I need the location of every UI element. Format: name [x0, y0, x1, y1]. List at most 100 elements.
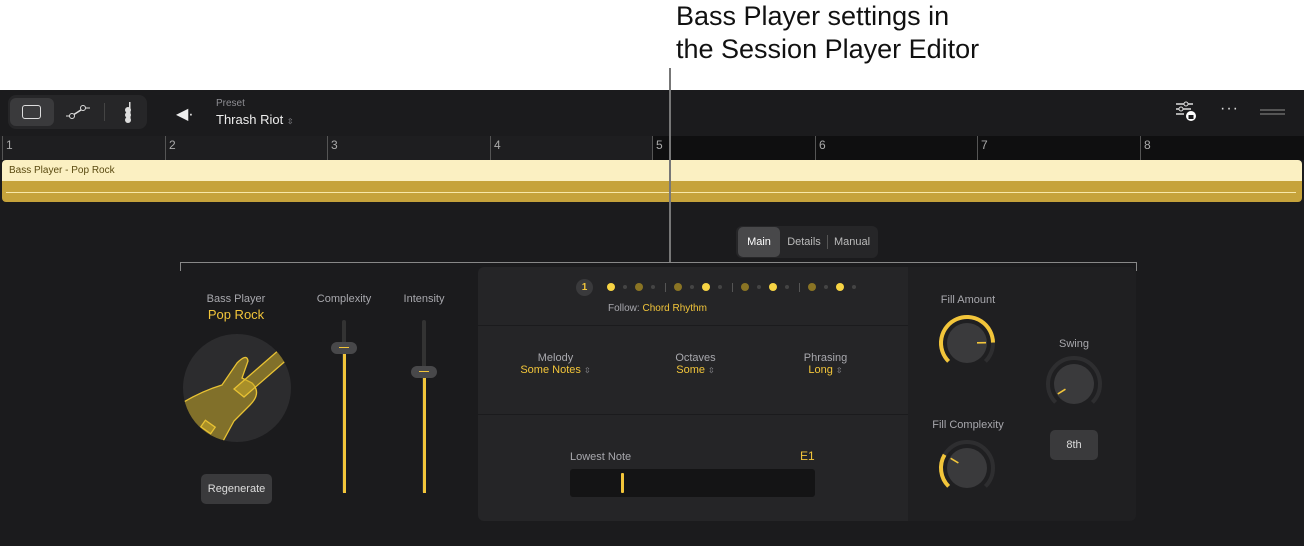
view-mode-segmented-control: [8, 95, 147, 129]
knob-track: [1046, 356, 1102, 404]
regenerate-button[interactable]: Regenerate: [201, 474, 272, 504]
fill-complexity-knob[interactable]: [937, 438, 997, 498]
rectangle-icon: [22, 105, 41, 119]
beat-divider: [665, 282, 666, 292]
note-line: [6, 192, 1296, 193]
bar-number-4: 4: [490, 136, 501, 160]
slider-thumb[interactable]: [331, 341, 357, 354]
beat-number-badge: 1: [576, 279, 593, 296]
rhythm-step[interactable]: [808, 283, 816, 291]
bar-number-8: 8: [1140, 136, 1151, 160]
bar-number-2: 2: [165, 136, 176, 160]
tab-details[interactable]: Details: [787, 236, 821, 248]
rhythm-pattern[interactable]: [604, 281, 861, 293]
fill-swing-panel: Fill Amount Fill Complexity Swing 8th: [908, 267, 1136, 521]
player-style[interactable]: Pop Rock: [207, 307, 265, 322]
fill-amount-knob[interactable]: [937, 313, 997, 373]
region-view-button[interactable]: [10, 98, 54, 126]
rhythm-step[interactable]: [674, 283, 682, 291]
rhythm-step[interactable]: [635, 283, 643, 291]
preset-value: Thrash Riot: [216, 112, 284, 127]
lowest-note-value: E1: [800, 449, 815, 463]
editor-tabs: Main Details Manual: [736, 226, 878, 258]
selector-octaves[interactable]: Octaves Some ⇳: [638, 352, 753, 376]
complexity-label: Complexity: [316, 293, 372, 305]
rhythm-step-off[interactable]: [623, 285, 627, 289]
selector-value-row: Some ⇳: [638, 364, 753, 376]
complexity-slider[interactable]: [331, 320, 357, 493]
timeline-ruler[interactable]: 1 2 3 4 5 6 7 8: [0, 136, 1304, 160]
rhythm-settings-panel: 1 Follow: Chord Rhythm Lowest Note E1 Me…: [478, 267, 908, 521]
resize-handle[interactable]: [1260, 109, 1285, 115]
lowest-note-marker[interactable]: [621, 473, 625, 493]
rhythm-step-off[interactable]: [757, 285, 761, 289]
rhythm-step[interactable]: [836, 283, 844, 291]
bar-number-5: 5: [652, 136, 663, 160]
bass-region[interactable]: Bass Player - Pop Rock: [2, 160, 1302, 181]
bar-number-3: 3: [327, 136, 338, 160]
knob-body: [947, 448, 987, 488]
swing-knob[interactable]: [1044, 354, 1104, 414]
callout-bracket: [180, 262, 1137, 271]
divider: [104, 103, 105, 121]
chord-icon: [125, 102, 131, 123]
slider-thumb[interactable]: [411, 365, 437, 378]
lowest-note-slider[interactable]: [570, 469, 815, 497]
rhythm-step-off[interactable]: [824, 285, 828, 289]
rhythm-step[interactable]: [769, 283, 777, 291]
intensity-slider[interactable]: [411, 320, 437, 493]
player-settings-icon[interactable]: [1175, 100, 1199, 124]
rhythm-step[interactable]: [702, 283, 710, 291]
chevron-updown-icon: ⇳: [286, 117, 294, 126]
more-options-icon[interactable]: ···: [1220, 100, 1239, 117]
selector-melody[interactable]: Melody Some Notes ⇳: [498, 352, 613, 376]
speaker-icon[interactable]: ◀·: [176, 106, 194, 123]
selector-value: Some Notes: [520, 364, 581, 376]
bar-number-6: 6: [815, 136, 826, 160]
selector-value: Some: [676, 364, 705, 376]
rhythm-step-off[interactable]: [852, 285, 856, 289]
selector-phrasing[interactable]: Phrasing Long ⇳: [768, 352, 883, 376]
follow-value: Chord Rhythm: [642, 303, 707, 314]
knob-indicator: [1057, 388, 1066, 395]
selector-value: Long: [808, 364, 833, 376]
follow-selector[interactable]: Follow: Chord Rhythm: [608, 303, 707, 314]
bass-guitar-image[interactable]: [182, 333, 292, 443]
rhythm-step[interactable]: [607, 283, 615, 291]
tab-manual[interactable]: Manual: [833, 236, 871, 248]
chord-view-button[interactable]: [106, 98, 150, 126]
automation-view-button[interactable]: [56, 98, 100, 126]
lowest-note-label: Lowest Note: [570, 451, 632, 463]
follow-label: Follow:: [608, 303, 640, 314]
rhythm-step-off[interactable]: [718, 285, 722, 289]
fill-complexity-label: Fill Complexity: [932, 419, 1004, 431]
divider: [478, 325, 908, 326]
rhythm-step[interactable]: [741, 283, 749, 291]
bar-number-7: 7: [977, 136, 988, 160]
preset-label: Preset: [216, 98, 245, 109]
knob-value-arc: [939, 453, 951, 488]
tab-main[interactable]: Main: [738, 227, 780, 257]
callout-line-2: the Session Player Editor: [676, 34, 980, 64]
intensity-label: Intensity: [403, 293, 445, 305]
bar-number-1: 1: [2, 136, 13, 160]
automation-icon: [66, 105, 90, 119]
preset-selector[interactable]: Thrash Riot ⇳: [216, 112, 294, 127]
swing-division-button[interactable]: 8th: [1050, 430, 1098, 460]
callout-line: [669, 68, 671, 262]
session-player-editor: ◀· Preset Thrash Riot ⇳ ··· 1 2 3 4 5 6 7 8 Bas…: [0, 90, 1304, 546]
slider-fill: [343, 347, 346, 493]
knob-body: [1054, 364, 1094, 404]
rhythm-step-off[interactable]: [785, 285, 789, 289]
rhythm-step-off[interactable]: [651, 285, 655, 289]
knob-indicator: [950, 457, 959, 464]
region-notes[interactable]: [2, 181, 1302, 202]
player-label: Bass Player: [206, 293, 266, 305]
rhythm-step-off[interactable]: [690, 285, 694, 289]
chevron-updown-icon: ⇳: [708, 366, 715, 375]
selector-label: Phrasing: [803, 352, 848, 364]
selector-value-row: Some Notes ⇳: [498, 364, 613, 376]
selector-value-row: Long ⇳: [768, 364, 883, 376]
callout-text: Bass Player settings in the Session Playe…: [676, 0, 979, 66]
selector-label: Melody: [537, 352, 574, 364]
